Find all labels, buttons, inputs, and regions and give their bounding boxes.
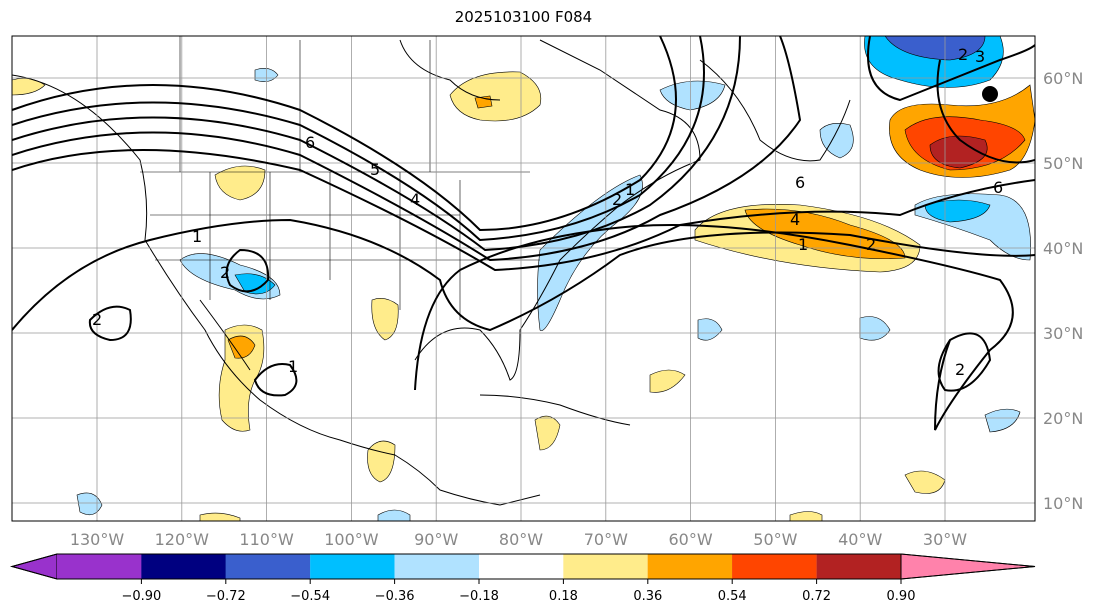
- colorbar-tick-label: 0.36: [633, 589, 662, 604]
- longitude-label: 30°W: [923, 530, 967, 549]
- colorbar-bin: [141, 554, 226, 579]
- contour-label: 1: [625, 180, 635, 199]
- contour-label: 6: [795, 173, 805, 192]
- contour-label: 6: [993, 178, 1003, 197]
- colorbar-tick-label: −0.18: [459, 589, 499, 604]
- coastlines: [12, 39, 851, 506]
- latitude-label: 50°N: [1043, 154, 1083, 173]
- contour-label: 2: [220, 263, 230, 282]
- colorbar-bin: [57, 554, 142, 579]
- contour-label: 2: [958, 45, 968, 64]
- contour-label: 6: [305, 133, 315, 152]
- colorbar-tick-label: 0.90: [887, 589, 916, 604]
- colorbar-tick-label: −0.54: [290, 589, 330, 604]
- contours: [12, 36, 1035, 431]
- colorbar-tick-label: −0.90: [121, 589, 161, 604]
- colorbar-bin: [647, 554, 733, 579]
- longitude-label: 130°W: [70, 530, 125, 549]
- colorbar-tick-label: −0.36: [375, 589, 415, 604]
- contour-label: 1: [288, 357, 298, 376]
- contour-label: 3: [975, 47, 985, 66]
- longitude-label: 40°W: [838, 530, 882, 549]
- colorbar-tick-label: −0.72: [206, 589, 246, 604]
- colorbar-bin: [310, 554, 395, 579]
- longitude-label: 120°W: [155, 530, 210, 549]
- longitude-label: 50°W: [753, 530, 797, 549]
- colorbar-bin: [732, 554, 817, 579]
- colorbar-bin: [816, 554, 901, 579]
- longitude-label: 100°W: [324, 530, 379, 549]
- map-title: 2025103100 F084: [454, 8, 593, 26]
- longitude-labels: 130°W 120°W 110°W 100°W 90°W 80°W 70°W 60°W 50°W…: [70, 530, 967, 549]
- contour-labels: 6 5 4 2 1 2 2 1 4 1 2 6 6 2 3 2 1: [92, 45, 1003, 379]
- colorbar-bin: [225, 554, 311, 579]
- contour-label: 1: [798, 235, 808, 254]
- colorbar-extend-low: [10, 553, 58, 580]
- latitude-label: 10°N: [1043, 494, 1083, 513]
- colorbar: −0.90 −0.72 −0.54 −0.36 −0.18 0.18 0.36 0.54 0.7…: [10, 553, 1036, 604]
- longitude-label: 80°W: [499, 530, 543, 549]
- contour-label: 2: [612, 190, 622, 209]
- latitude-labels: 60°N 50°N 40°N 30°N 20°N 10°N: [1043, 69, 1083, 513]
- contour-label: 4: [410, 190, 420, 209]
- contour-label: 2: [92, 310, 102, 329]
- colorbar-bin: [394, 554, 479, 579]
- map-area: 6 5 4 2 1 2 2 1 4 1 2 6 6 2 3 2 1: [12, 36, 1035, 521]
- colorbar-outline: [10, 553, 1036, 580]
- colorbar-extend-high: [900, 553, 1036, 580]
- contour-label: 5: [370, 160, 380, 179]
- map-frame: [11, 35, 1036, 522]
- longitude-label: 110°W: [239, 530, 294, 549]
- colorbar-tick-label: 0.54: [718, 589, 747, 604]
- colorbar-bin: [479, 554, 564, 579]
- longitude-label: 90°W: [414, 530, 458, 549]
- colorbar-tick-label: 0.72: [802, 589, 831, 604]
- marker-dot: [982, 86, 998, 102]
- contour-label: 2: [866, 235, 876, 254]
- gridlines: [12, 36, 1035, 521]
- contour-label: 4: [790, 210, 800, 229]
- longitude-label: 60°W: [669, 530, 713, 549]
- contour-label: 1: [192, 227, 202, 246]
- colorbar-tick-label: 0.18: [549, 589, 578, 604]
- latitude-label: 60°N: [1043, 69, 1083, 88]
- latitude-label: 40°N: [1043, 239, 1083, 258]
- colorbar-bin: [563, 554, 648, 579]
- latitude-label: 30°N: [1043, 324, 1083, 343]
- contour-label: 2: [955, 360, 965, 379]
- latitude-label: 20°N: [1043, 409, 1083, 428]
- longitude-label: 70°W: [584, 530, 628, 549]
